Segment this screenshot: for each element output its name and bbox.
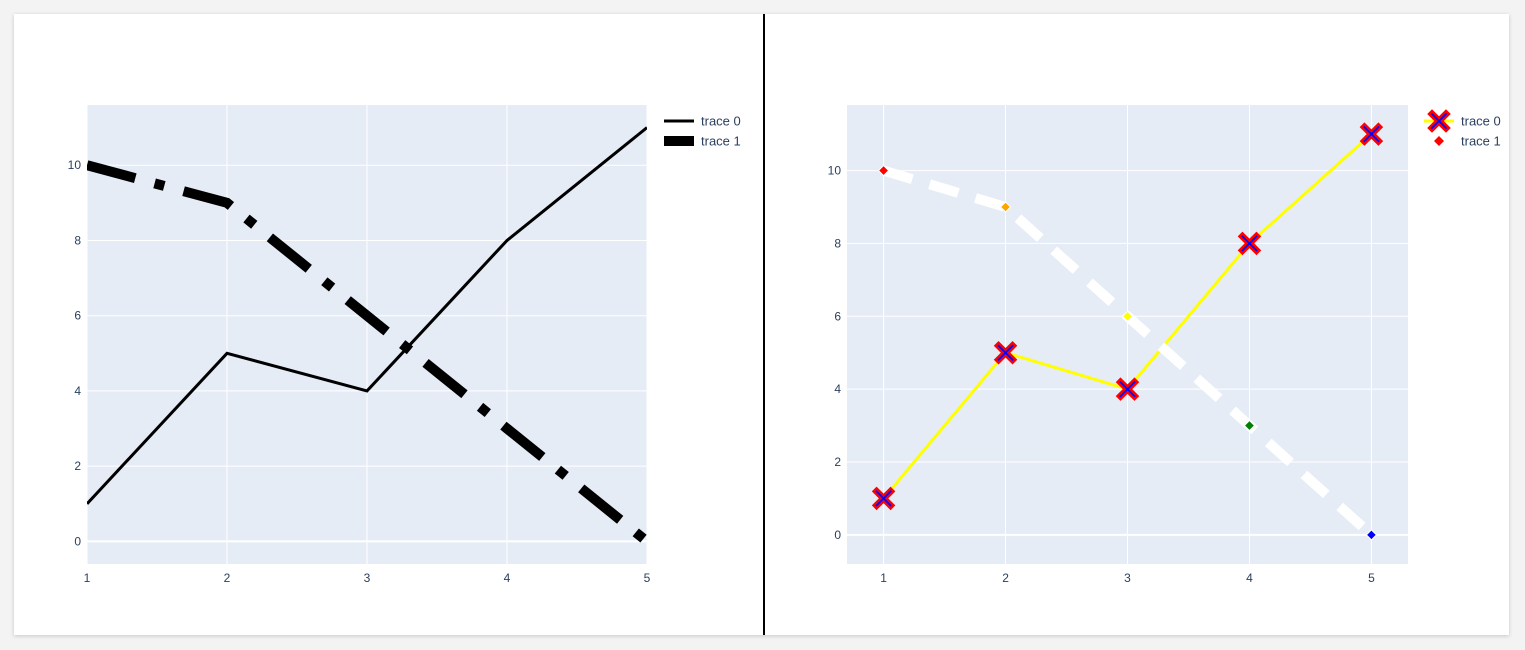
legend-diamond-marker (1434, 136, 1444, 146)
y-tick-label: 4 (74, 384, 81, 398)
y-tick-label: 0 (834, 528, 841, 542)
legend-x-marker (1427, 109, 1451, 133)
legend-label: trace 1 (1461, 134, 1501, 149)
data-point-diamond-marker (999, 201, 1012, 213)
x-tick-label: 4 (1246, 571, 1253, 585)
x-tick-label: 2 (224, 571, 231, 585)
y-tick-label: 2 (74, 459, 81, 473)
panel-divider (763, 14, 765, 635)
legend-label: trace 0 (1461, 114, 1501, 129)
x-tick-label: 3 (1124, 571, 1131, 585)
y-tick-label: 6 (74, 309, 81, 323)
series-line-trace-1 (87, 160, 647, 546)
legend-label: trace 0 (701, 114, 741, 129)
x-tick-label: 2 (1002, 571, 1009, 585)
series-line-trace-0 (87, 126, 647, 505)
legend-label: trace 1 (701, 134, 741, 149)
y-tick-label: 8 (74, 233, 81, 247)
x-tick-label: 1 (880, 571, 887, 585)
data-point-diamond-marker (1365, 529, 1378, 541)
y-tick-label: 10 (828, 164, 842, 178)
data-point-diamond-marker (1121, 310, 1134, 322)
data-point-x-marker (1359, 122, 1384, 146)
y-tick-label: 10 (68, 158, 82, 172)
data-point-x-marker (1237, 231, 1262, 256)
y-tick-label: 6 (834, 309, 841, 323)
data-point-diamond-marker (1243, 419, 1256, 432)
data-point-x-marker (993, 340, 1018, 365)
x-tick-label: 5 (1368, 571, 1375, 585)
data-point-x-marker (1115, 377, 1140, 401)
x-tick-label: 4 (504, 571, 511, 585)
y-tick-label: 8 (834, 236, 841, 250)
y-tick-label: 4 (834, 382, 841, 396)
data-point-x-marker (871, 486, 896, 511)
x-tick-label: 3 (364, 571, 371, 585)
plot-traces (87, 126, 647, 546)
data-point-diamond-marker (877, 164, 890, 177)
y-tick-label: 0 (74, 534, 81, 548)
y-tick-label: 2 (834, 455, 841, 469)
x-tick-label: 1 (84, 571, 91, 585)
x-tick-label: 5 (644, 571, 651, 585)
